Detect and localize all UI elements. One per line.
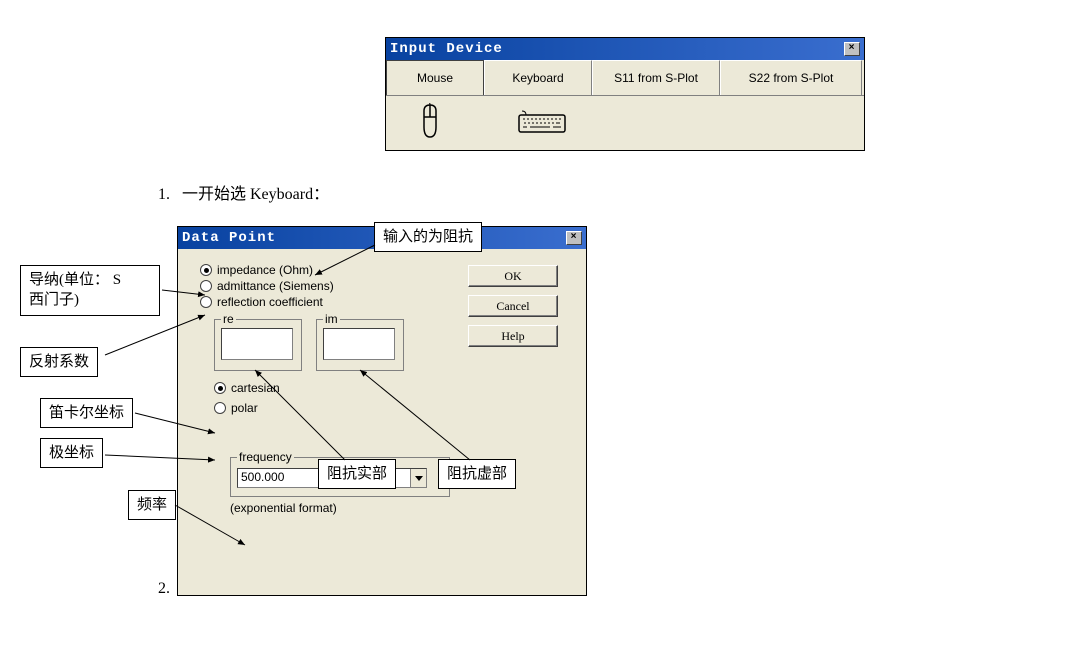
radio-reflection-row[interactable]: reflection coefficient [200, 295, 468, 309]
input-device-titlebar: Input Device × [386, 38, 864, 60]
radio-polar[interactable] [214, 402, 226, 414]
mouse-icon [416, 103, 444, 144]
legend-re: re [221, 312, 236, 326]
radio-admittance-row[interactable]: admittance (Siemens) [200, 279, 468, 293]
keyboard-icon [518, 110, 566, 137]
tab-s11[interactable]: S11 from S-Plot [592, 60, 720, 95]
data-point-dialog: Data Point × impedance (Ohm) admittance … [177, 226, 587, 596]
radio-cartesian-label: cartesian [231, 381, 280, 395]
legend-im: im [323, 312, 340, 326]
callout-frequency: 频率 [128, 490, 176, 520]
tab-s22[interactable]: S22 from S-Plot [720, 60, 862, 95]
radio-admittance[interactable] [200, 280, 212, 292]
radio-cartesian-row[interactable]: cartesian [214, 381, 468, 395]
callout-reflection: 反射系数 [20, 347, 98, 377]
help-button[interactable]: Help [468, 325, 558, 347]
input-im[interactable] [323, 328, 395, 360]
tab-mouse[interactable]: Mouse [386, 60, 484, 95]
radio-reflection-label: reflection coefficient [217, 295, 323, 309]
callout-admittance: 导纳(单位： S 西门子) [20, 265, 160, 316]
fieldset-re: re [214, 319, 302, 371]
radio-impedance[interactable] [200, 264, 212, 276]
chevron-down-icon[interactable] [410, 469, 426, 487]
callout-imag: 阻抗虚部 [438, 459, 516, 489]
radio-impedance-label: impedance (Ohm) [217, 263, 313, 277]
ok-button[interactable]: OK [468, 265, 558, 287]
tab-keyboard[interactable]: Keyboard [484, 60, 592, 95]
cancel-button[interactable]: Cancel [468, 295, 558, 317]
radio-polar-row[interactable]: polar [214, 401, 468, 415]
fieldset-im: im [316, 319, 404, 371]
radio-polar-label: polar [231, 401, 258, 415]
input-device-tabs: Mouse Keyboard S11 from S-Plot S22 from … [386, 60, 864, 96]
data-point-title: Data Point [182, 230, 276, 246]
close-icon[interactable]: × [844, 42, 860, 56]
callout-impedance: 输入的为阻抗 [374, 222, 482, 252]
input-device-iconrow [386, 96, 864, 150]
callout-cartesian: 笛卡尔坐标 [40, 398, 133, 428]
list-text-1: 一开始选 Keyboard： [182, 186, 329, 203]
list-item-2: 2. [158, 580, 170, 598]
list-num-2: 2. [158, 580, 170, 597]
input-re[interactable] [221, 328, 293, 360]
radio-cartesian[interactable] [214, 382, 226, 394]
radio-impedance-row[interactable]: impedance (Ohm) [200, 263, 468, 277]
legend-frequency: frequency [237, 450, 294, 464]
exp-format-label: (exponential format) [230, 501, 468, 515]
close-icon[interactable]: × [566, 231, 582, 245]
callout-polar: 极坐标 [40, 438, 103, 468]
input-device-title: Input Device [390, 41, 503, 57]
list-num-1: 1. [158, 186, 170, 203]
callout-real: 阻抗实部 [318, 459, 396, 489]
input-device-dialog: Input Device × Mouse Keyboard S11 from S… [385, 37, 865, 151]
list-item-1: 1. 一开始选 Keyboard： [158, 180, 329, 204]
radio-admittance-label: admittance (Siemens) [217, 279, 334, 293]
radio-reflection[interactable] [200, 296, 212, 308]
